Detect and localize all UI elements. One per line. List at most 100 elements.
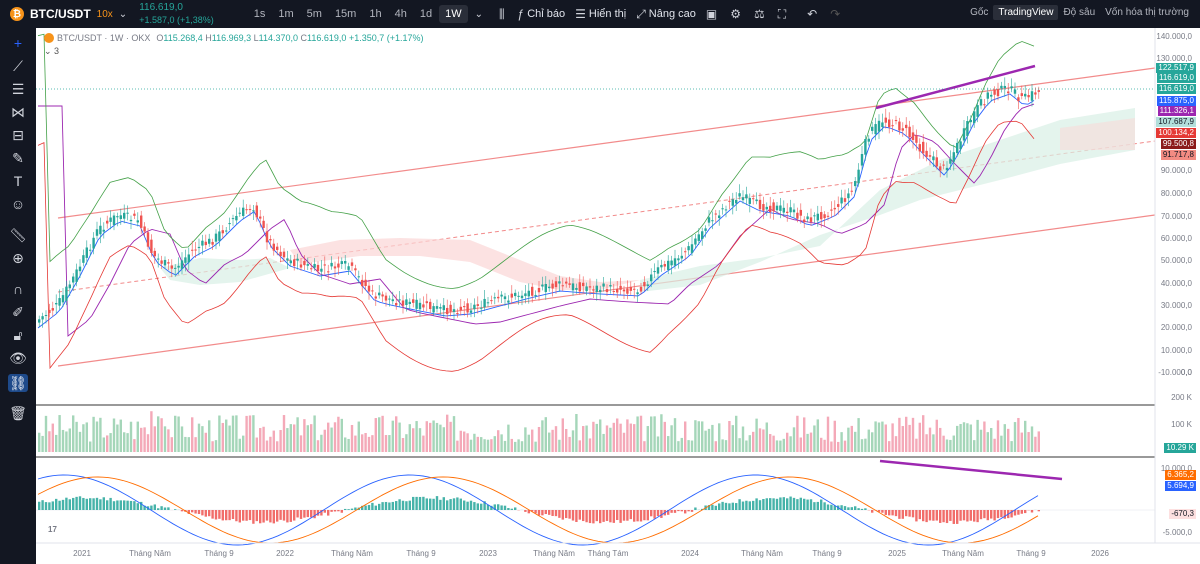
view-tab-0[interactable]: Gốc xyxy=(970,7,989,18)
candle-body xyxy=(956,142,959,154)
brush-icon[interactable]: ✎ xyxy=(12,149,24,166)
macd-histogram-bar xyxy=(160,506,163,510)
volume-bar xyxy=(293,424,296,452)
price-label: 99.500,8 xyxy=(1160,139,1196,149)
candle-body xyxy=(109,217,112,222)
compare-button[interactable]: ⚖ xyxy=(754,7,768,21)
volume-bar xyxy=(959,424,962,452)
macd-histogram-bar xyxy=(990,510,993,519)
candle-body xyxy=(354,268,357,271)
undo-button[interactable]: ↶ xyxy=(807,7,820,21)
gear-icon: ⚙ xyxy=(730,7,741,21)
volume-bar xyxy=(860,439,864,452)
candle-body xyxy=(701,231,704,239)
ruler-icon[interactable]: 📏︎ xyxy=(9,226,27,243)
indicator-collapse-toggle[interactable]: ⌄ 3 xyxy=(44,46,60,56)
volume-bar xyxy=(707,428,711,452)
volume-bar xyxy=(616,418,619,452)
pattern-icon[interactable]: ⋈ xyxy=(11,103,25,120)
macd-histogram-bar xyxy=(707,505,711,510)
eye-icon[interactable]: 👁︎ xyxy=(9,349,27,366)
volume-bar xyxy=(289,424,292,452)
volume-bar xyxy=(483,439,486,452)
timeframe-1W[interactable]: 1W xyxy=(439,5,468,23)
chart-area[interactable]: 17 140.000,0 130.000,0 90.000,0 80.000,0 70.… xyxy=(36,28,1200,564)
candle-body xyxy=(986,92,989,99)
advanced-button[interactable]: ⤢ Nâng cao xyxy=(636,7,696,22)
timeframe-1d[interactable]: 1d xyxy=(419,8,433,20)
macd-histogram-bar xyxy=(993,510,996,521)
cloud-bear xyxy=(290,238,640,290)
view-tab-3[interactable]: Vốn hóa thị trường xyxy=(1105,7,1189,18)
macd-histogram-bar xyxy=(1037,510,1040,512)
fullscreen-button[interactable]: ⛶ xyxy=(778,7,789,22)
candle-type-button[interactable]: ⫼ xyxy=(499,7,508,22)
volume-bar xyxy=(894,436,898,452)
candle-body xyxy=(51,308,54,311)
horizontal-lines-icon[interactable]: ☰ xyxy=(11,80,25,97)
timeframe-15m[interactable]: 15m xyxy=(334,8,357,20)
volume-bar xyxy=(748,435,751,452)
volume-bar xyxy=(446,414,449,452)
timeframe-chevron-icon[interactable]: ⌄ xyxy=(474,8,483,20)
candle-body xyxy=(524,293,527,297)
timeframe-1s[interactable]: 1s xyxy=(253,8,266,20)
trash-icon[interactable]: 🗑︎ xyxy=(9,404,27,421)
magnet-icon[interactable]: ∩ xyxy=(12,281,24,297)
macd-histogram-bar xyxy=(578,510,581,520)
volume-bar xyxy=(58,415,61,452)
timeframe-5m[interactable]: 5m xyxy=(306,8,322,20)
chart-canvas[interactable]: 17 140.000,0 130.000,0 90.000,0 80.000,0 70.… xyxy=(36,28,1200,564)
macd-histogram-bar xyxy=(327,510,330,516)
time-tick: Tháng Năm xyxy=(741,549,783,558)
macd-histogram-bar xyxy=(276,510,279,522)
leverage-badge[interactable]: 10x xyxy=(96,8,113,20)
timeframe-1h[interactable]: 1h xyxy=(369,8,382,20)
crosshair-icon[interactable]: + xyxy=(13,35,23,51)
macd-histogram-bar xyxy=(364,505,367,510)
macd-histogram-bar xyxy=(204,510,207,517)
price-label: 115.875,0 xyxy=(1157,96,1196,106)
chevron-down-icon[interactable]: ⌄ xyxy=(118,8,128,20)
timeframe-4h[interactable]: 4h xyxy=(394,8,407,20)
snapshot-button[interactable]: ▣ xyxy=(706,7,720,21)
lock-draw-icon[interactable]: ✐ xyxy=(12,303,24,320)
ema-slow-line xyxy=(38,103,1035,337)
macd-histogram-bar xyxy=(153,504,156,510)
volume-bar xyxy=(265,440,269,452)
link-icon[interactable]: ⛓ xyxy=(8,374,28,392)
volume-bar xyxy=(1037,431,1040,452)
candle-body xyxy=(789,207,792,213)
view-tab-2[interactable]: Độ sâu xyxy=(1063,7,1096,18)
candle-body xyxy=(286,258,289,261)
display-button[interactable]: ☰ Hiển thị xyxy=(575,7,626,21)
volume-bar xyxy=(952,435,955,452)
candle-body xyxy=(602,283,605,287)
lock-icon[interactable]: 🔓︎ xyxy=(13,326,23,343)
macd-histogram-bar xyxy=(208,510,211,517)
text-icon[interactable]: T xyxy=(13,173,23,189)
volume-bar xyxy=(871,432,874,452)
indicators-button[interactable]: ƒ Chỉ báo xyxy=(518,7,566,21)
view-tab-1[interactable]: TradingView xyxy=(993,5,1059,20)
candle-body xyxy=(99,225,102,235)
volume-bar xyxy=(752,431,755,452)
price-label: 100.134,2 xyxy=(1156,128,1196,138)
candle-body xyxy=(911,132,915,140)
volume-bar xyxy=(187,437,190,452)
volume-bar xyxy=(973,440,976,452)
macd-histogram-bar xyxy=(541,510,544,516)
redo-button[interactable]: ↷ xyxy=(830,7,843,21)
settings-button[interactable]: ⚙ xyxy=(730,7,744,21)
trendline-icon[interactable]: ⟋ xyxy=(13,57,23,74)
time-tick: Tháng 9 xyxy=(1016,549,1046,558)
emoji-icon[interactable]: ☺ xyxy=(10,196,26,212)
macd-histogram-bar xyxy=(592,510,595,524)
volume-bar xyxy=(901,426,904,452)
fib-icon[interactable]: ⊟ xyxy=(12,126,24,143)
candle-body xyxy=(401,300,405,306)
symbol-selector[interactable]: BTC/USDT xyxy=(30,7,91,21)
timeframe-1m[interactable]: 1m xyxy=(278,8,294,20)
zoom-icon[interactable]: ⊕ xyxy=(12,249,24,266)
macd-histogram-bar xyxy=(313,510,316,519)
